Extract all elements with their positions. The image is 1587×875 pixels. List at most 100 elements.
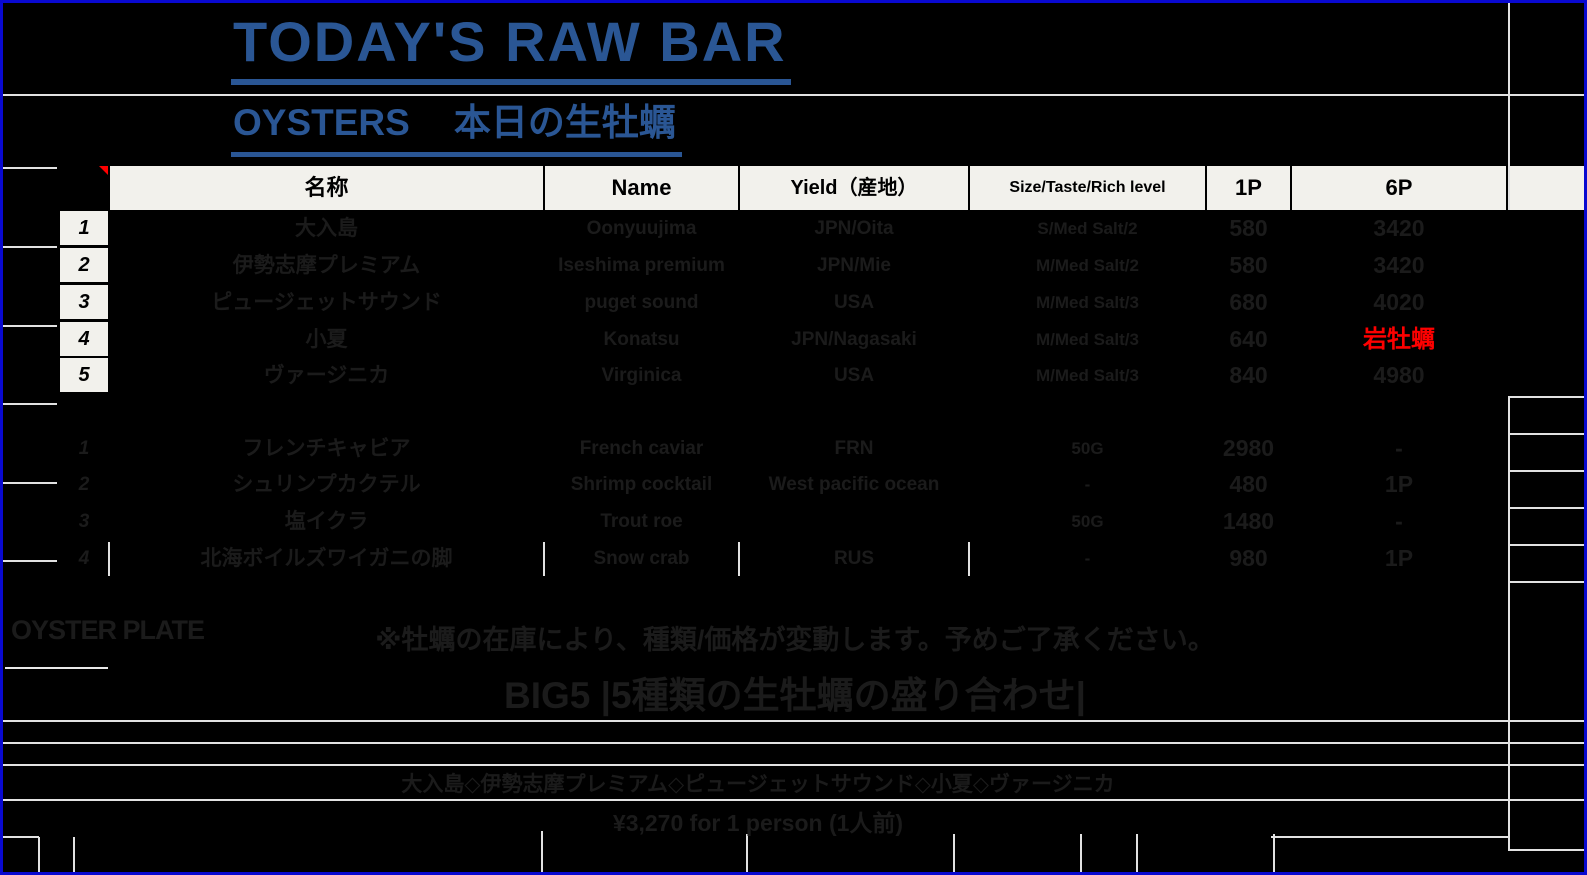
oyster-name-jp: 伊勢志摩プレミアム: [232, 254, 421, 277]
oyster-name-en: puget sound: [584, 292, 699, 313]
row-number: 4: [78, 548, 90, 569]
table-row: 4 北海ボイルズワイガニの脚 Snow crab RUS - 980 1P: [3, 540, 1584, 577]
oyster-name-jp: ピュージェットサウンド: [211, 291, 442, 314]
gridline: [968, 542, 970, 576]
oyster-price-6p: 3420: [1373, 252, 1425, 278]
section-title-jp: 本日の生牡蠣: [453, 102, 676, 143]
section-title-en: OYSTERS: [233, 102, 410, 143]
header-blank-cell: [1510, 166, 1584, 210]
table-row: 5 ヴァージニカ Virginica USA M/Med Salt/3 840 …: [3, 357, 1584, 394]
row-number: 1: [60, 211, 108, 245]
side-name-en: French caviar: [579, 438, 704, 459]
oyster-price-1p: 640: [1229, 326, 1268, 352]
oyster-price-6p: 4980: [1373, 362, 1425, 388]
side-yield: FRN: [834, 438, 874, 459]
side-yield: West pacific ocean: [768, 474, 940, 495]
gridline: [3, 742, 1584, 744]
side-name-en: Trout roe: [600, 511, 683, 532]
oyster-yield: JPN/Oita: [814, 218, 894, 239]
oyster-name-en: Iseshima premium: [558, 255, 725, 276]
oyster-size-taste: M/Med Salt/3: [1036, 366, 1139, 385]
table-row: 3 塩イクラ Trout roe 50G 1480 -: [3, 503, 1584, 540]
page-title: TODAY'S RAW BAR: [231, 11, 791, 85]
big5-heading: BIG5 |5種類の生牡蠣の盛り合わせ|: [504, 675, 1086, 716]
gridline: [108, 542, 110, 576]
oyster-size-taste: M/Med Salt/3: [1036, 293, 1139, 312]
side-price-1p: 1480: [1222, 508, 1275, 534]
gridline: [3, 799, 1584, 801]
comment-marker-icon: [99, 166, 108, 175]
header-name-jp: 名称: [110, 166, 543, 210]
gridline: [1508, 507, 1584, 509]
gridline: [1136, 834, 1138, 872]
row-number: 1: [78, 438, 90, 459]
oyster-yield: JPN/Mie: [817, 255, 891, 276]
gridline: [3, 246, 57, 248]
big5-price: ¥3,270 for 1 person (1人前): [612, 810, 904, 836]
side-price-6p: 1P: [1384, 545, 1414, 571]
gridline: [3, 482, 57, 484]
oyster-price-6p: 3420: [1373, 215, 1425, 241]
gridline: [1080, 834, 1082, 872]
gridline: [1508, 433, 1584, 435]
gridline: [73, 837, 75, 872]
gridline: [3, 560, 57, 562]
gridline: [1508, 470, 1584, 472]
gridline: [3, 325, 57, 327]
gridline: [3, 720, 1584, 722]
row-number: 3: [78, 511, 90, 532]
oyster-name-en: Konatsu: [603, 329, 680, 350]
gridline: [1508, 849, 1584, 851]
side-yield: RUS: [833, 548, 875, 569]
gridline: [3, 167, 57, 169]
oyster-yield: USA: [833, 365, 875, 386]
gridline: [1508, 581, 1584, 583]
oyster-size-taste: S/Med Salt/2: [1037, 219, 1138, 238]
gridline: [38, 837, 40, 872]
header-1p: 1P: [1207, 166, 1290, 210]
side-size: -: [1084, 549, 1091, 568]
big5-lineup: 大入島◇伊勢志摩プレミアム◇ピュージェットサウンド◇小夏◇ヴァージニカ: [401, 773, 1115, 796]
side-price-1p: 2980: [1222, 435, 1275, 461]
side-size: -: [1084, 475, 1091, 494]
side-size: 50G: [1071, 512, 1104, 531]
side-name-jp: 北海ボイルズワイガニの脚: [200, 547, 453, 570]
gridline: [1271, 836, 1509, 838]
oyster-size-taste: M/Med Salt/2: [1036, 256, 1139, 275]
header-name-en: Name: [545, 166, 738, 210]
side-name-en: Snow crab: [593, 548, 690, 569]
oyster-plate-label: OYSTER PLATE: [11, 615, 205, 645]
side-price-1p: 980: [1229, 545, 1268, 571]
side-price-6p: 1P: [1384, 471, 1414, 497]
side-price-6p: -: [1395, 435, 1403, 461]
gridline: [746, 834, 748, 872]
table-row: 1 大入島 Oonyuujima JPN/Oita S/Med Salt/2 5…: [3, 210, 1584, 247]
side-yield: [740, 503, 968, 540]
side-name-jp: フレンチキャビア: [242, 437, 411, 460]
gridline: [1508, 396, 1510, 851]
oyster-name-jp: 大入島: [295, 217, 358, 240]
side-price-1p: 480: [1229, 471, 1268, 497]
oyster-name-en: Oonyuujima: [586, 218, 697, 239]
gridline: [953, 834, 955, 872]
side-name-jp: シュリンプカクテル: [232, 473, 421, 496]
oyster-price-1p: 680: [1229, 289, 1268, 315]
table-row: 2 伊勢志摩プレミアム Iseshima premium JPN/Mie M/M…: [3, 247, 1584, 284]
oyster-price-1p: 840: [1229, 362, 1268, 388]
section-title: OYSTERS 本日の生牡蠣: [231, 102, 682, 157]
gridline: [738, 542, 740, 576]
row-number: 2: [60, 248, 108, 282]
side-name-en: Shrimp cocktail: [570, 474, 713, 495]
gridline: [541, 831, 543, 872]
side-name-jp: 塩イクラ: [284, 510, 369, 533]
oyster-yield: JPN/Nagasaki: [791, 329, 917, 350]
table-row: 2 シュリンプカクテル Shrimp cocktail West pacific…: [3, 466, 1584, 503]
gridline: [1508, 396, 1584, 398]
header-yield: Yield（産地）: [740, 166, 968, 210]
oyster-name-jp: ヴァージニカ: [263, 364, 390, 387]
gridline: [1273, 834, 1275, 872]
row-number: 2: [78, 474, 90, 495]
rock-oyster-label: 岩牡蠣: [1363, 326, 1435, 353]
oyster-price-1p: 580: [1229, 215, 1268, 241]
